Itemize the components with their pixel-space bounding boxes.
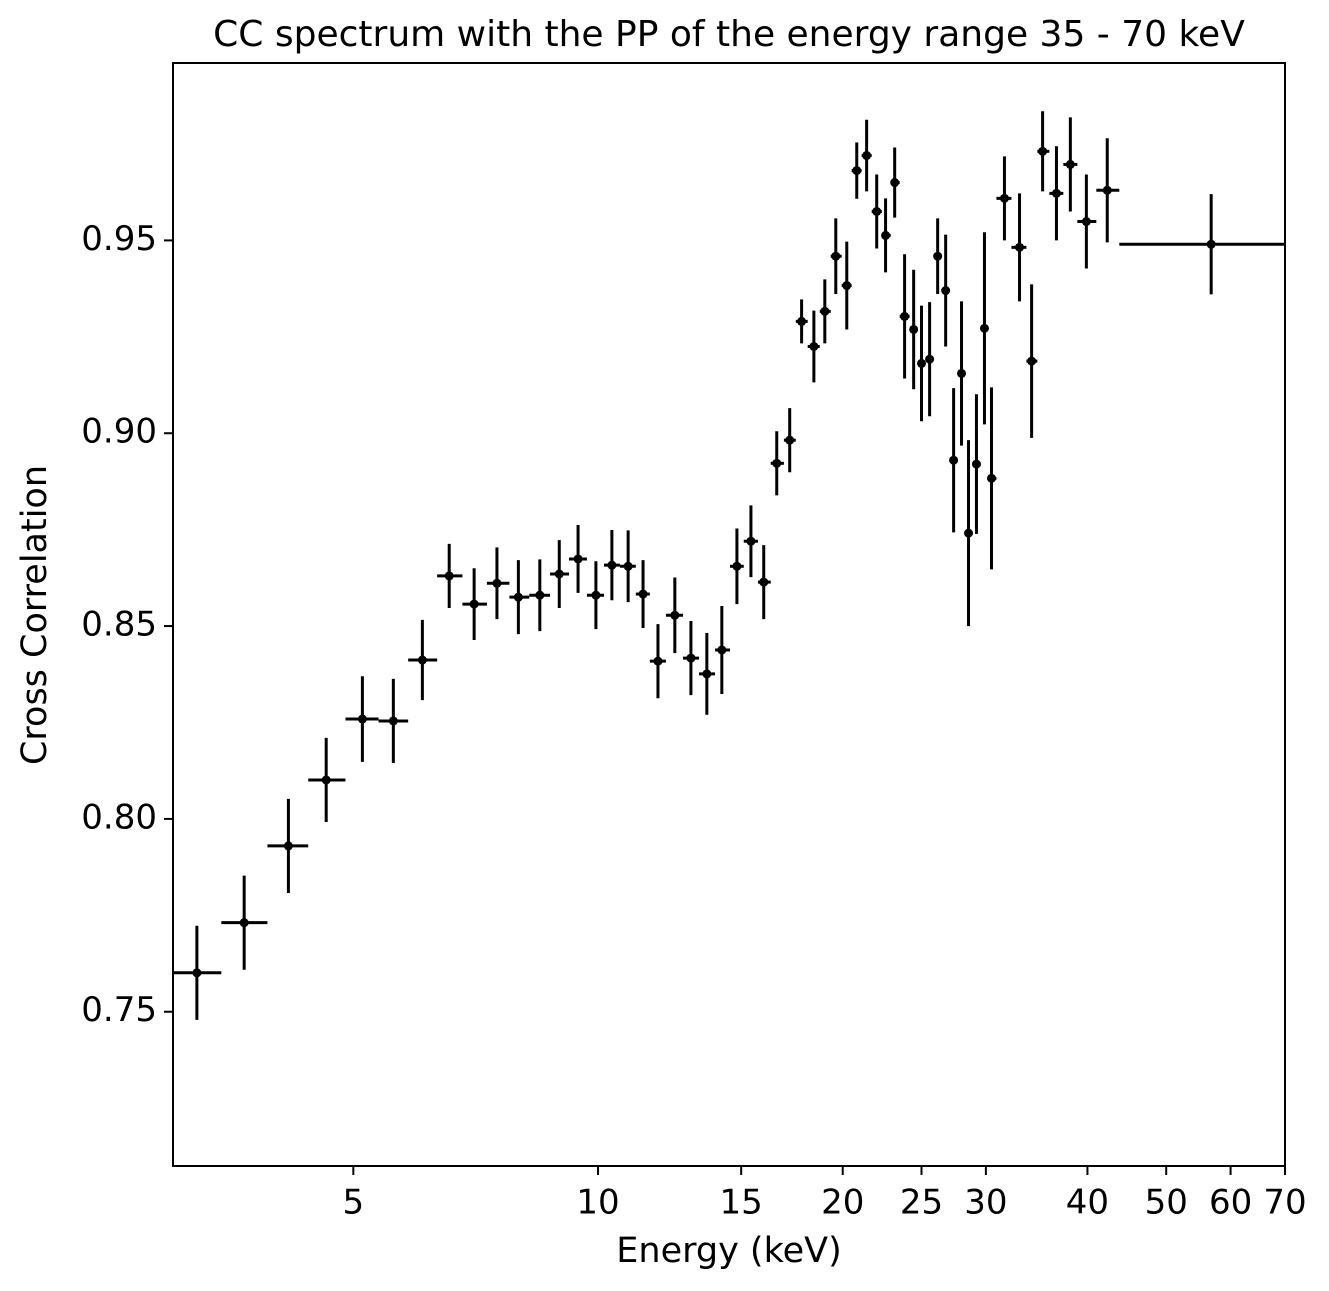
data-point [1206, 239, 1216, 249]
data-point [1081, 217, 1091, 227]
data-point [979, 323, 989, 333]
x-tick-label: 10 [576, 1183, 619, 1223]
data-point [513, 592, 523, 602]
data-point [1038, 146, 1048, 156]
data-point [283, 841, 293, 851]
data-point [623, 561, 633, 571]
data-point [852, 166, 862, 176]
y-tick-label: 0.80 [81, 797, 157, 837]
x-tick-label: 50 [1145, 1183, 1188, 1223]
x-tick-label: 60 [1209, 1183, 1252, 1223]
data-point [890, 178, 900, 188]
y-tick-label: 0.85 [81, 605, 157, 645]
x-tick-label: 30 [964, 1183, 1007, 1223]
data-point [971, 459, 981, 469]
y-tick-label: 0.75 [81, 990, 157, 1030]
data-point [797, 316, 807, 326]
data-point [444, 571, 454, 581]
data-point [933, 251, 943, 261]
y-axis-label: Cross Correlation [15, 465, 55, 765]
data-point [717, 645, 727, 655]
data-point [321, 775, 331, 785]
data-point [917, 358, 927, 368]
data-point [842, 281, 852, 291]
data-point [1051, 188, 1061, 198]
x-tick-label: 15 [720, 1183, 763, 1223]
plot-frame [172, 62, 1286, 1167]
data-point [964, 528, 974, 538]
data-point [239, 918, 249, 928]
data-point [772, 458, 782, 468]
data-point [949, 455, 959, 465]
data-point [759, 577, 769, 587]
data-point [192, 968, 202, 978]
data-point [809, 341, 819, 351]
data-point [831, 251, 841, 261]
y-tick-label: 0.90 [81, 412, 157, 452]
data-point [535, 590, 545, 600]
data-point [862, 151, 872, 161]
data-point [941, 286, 951, 296]
data-point [986, 473, 996, 483]
data-point [357, 714, 367, 724]
x-tick-label: 5 [343, 1183, 365, 1223]
data-point [469, 599, 479, 609]
data-point [554, 569, 564, 579]
data-point [591, 590, 601, 600]
chart-title: CC spectrum with the PP of the energy ra… [213, 14, 1245, 55]
data-point [881, 230, 891, 240]
x-axis-label: Energy (keV) [616, 1231, 841, 1271]
data-point [686, 653, 696, 663]
data-point [388, 716, 398, 726]
data-point [746, 536, 756, 546]
data-point [999, 193, 1009, 203]
x-tick-label: 20 [821, 1183, 864, 1223]
data-point [670, 610, 680, 620]
data-point [732, 561, 742, 571]
data-point [638, 589, 648, 599]
data-point [1065, 159, 1075, 169]
data-point [573, 554, 583, 564]
y-tick-label: 0.95 [81, 219, 157, 259]
data-point [872, 206, 882, 216]
data-point [1102, 185, 1112, 195]
data-point [785, 435, 795, 445]
data-point [653, 656, 663, 666]
x-tick-label: 25 [900, 1183, 943, 1223]
x-tick-label: 40 [1066, 1183, 1109, 1223]
data-point [702, 669, 712, 679]
data-point [909, 324, 919, 334]
data-point [607, 560, 617, 570]
data-point [1027, 356, 1037, 366]
data-point [417, 655, 427, 665]
data-point [900, 311, 910, 321]
data-point [957, 368, 967, 378]
data-point [492, 578, 502, 588]
data-point [925, 354, 935, 364]
x-tick-label: 70 [1263, 1183, 1306, 1223]
data-point [820, 306, 830, 316]
data-point [1015, 242, 1025, 252]
